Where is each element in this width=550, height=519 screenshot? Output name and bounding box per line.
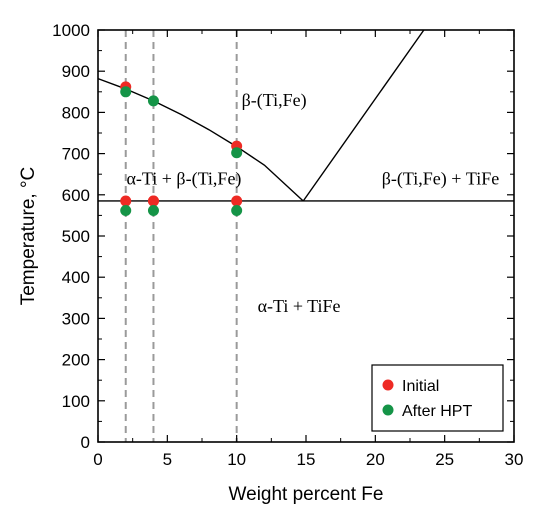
region-label-alpha-tife: α-Ti + TiFe — [258, 296, 341, 316]
x-tick-label-30: 30 — [505, 450, 524, 469]
data-point-series-0-5 — [231, 195, 243, 207]
region-label-beta: β-(Ti,Fe) — [242, 90, 307, 111]
y-tick-label-0: 0 — [81, 433, 90, 452]
y-tick-label-900: 900 — [62, 62, 90, 81]
boundary-liquidus-right — [302, 29, 425, 202]
y-tick-label-800: 800 — [62, 103, 90, 122]
x-axis-label: Weight percent Fe — [229, 484, 384, 505]
legend-marker-initial — [382, 379, 394, 391]
data-point-series-1-1 — [120, 204, 132, 216]
legend: Initial After HPT — [371, 364, 504, 432]
legend-label-after-hpt: After HPT — [402, 403, 472, 420]
x-tick-label-10: 10 — [227, 450, 246, 469]
legend-box — [371, 364, 504, 432]
data-point-series-1-3 — [147, 204, 159, 216]
axis-ticks: 0 5 10 15 20 25 300100200300400500600700800900… — [52, 21, 523, 469]
region-label-alpha-beta: α-Ti + β-(Ti,Fe) — [126, 168, 241, 189]
data-point-series-0-3 — [147, 195, 159, 207]
legend-marker-after-hpt — [382, 404, 394, 416]
composition-lines — [124, 30, 238, 442]
data-point-series-1-2 — [147, 95, 159, 107]
y-tick-label-700: 700 — [62, 145, 90, 164]
region-label-beta-tife: β-(Ti,Fe) + TiFe — [382, 168, 500, 189]
legend-label-initial: Initial — [402, 378, 439, 395]
x-tick-label-15: 15 — [297, 450, 316, 469]
data-points — [120, 81, 243, 216]
y-tick-label-600: 600 — [62, 186, 90, 205]
y-tick-label-400: 400 — [62, 268, 90, 287]
data-point-series-0-1 — [120, 195, 132, 207]
data-point-series-1-4 — [231, 147, 243, 159]
y-tick-label-200: 200 — [62, 351, 90, 370]
data-point-series-1-0 — [120, 86, 132, 98]
x-tick-label-25: 25 — [435, 450, 454, 469]
y-axis-label: Temperature, °C — [18, 167, 39, 306]
region-labels: β-(Ti,Fe) α-Ti + β-(Ti,Fe) β-(Ti,Fe) + T… — [126, 90, 499, 316]
y-tick-label-100: 100 — [62, 392, 90, 411]
y-tick-label-300: 300 — [62, 309, 90, 328]
x-tick-label-0: 0 — [93, 450, 102, 469]
y-tick-label-500: 500 — [62, 227, 90, 246]
y-tick-label-1000: 1000 — [52, 21, 90, 40]
data-point-series-1-5 — [231, 204, 243, 216]
x-tick-label-5: 5 — [163, 450, 172, 469]
x-tick-label-20: 20 — [366, 450, 385, 469]
